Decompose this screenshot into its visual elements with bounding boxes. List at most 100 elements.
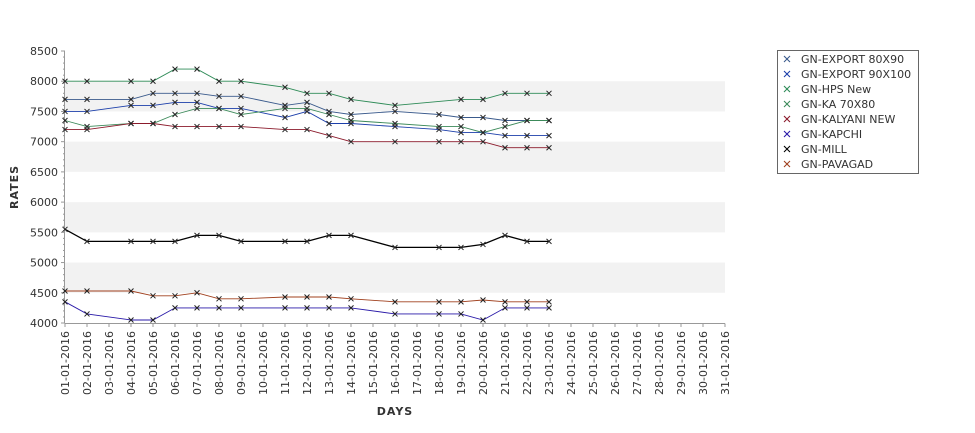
data-point [282,238,288,245]
data-point [194,123,200,130]
data-point [304,126,310,133]
data-point [502,144,508,151]
data-point [326,111,332,118]
data-point [436,138,442,145]
data-point [480,129,486,136]
data-point [502,298,508,305]
data-point [502,305,508,311]
data-point [392,311,398,317]
data-point [172,66,178,72]
data-point [546,132,552,139]
data-point [348,138,354,145]
x-tick-label: 14-01-2016 [345,331,358,395]
y-tick-label: 5500 [30,226,58,239]
grid-band [65,81,725,112]
data-point [62,96,68,103]
data-point [502,232,508,239]
data-point [238,93,244,100]
legend-label: GN-KA 70X80 [801,98,875,111]
data-point [480,96,486,103]
y-tick-label: 7500 [30,105,58,118]
data-point [172,90,178,97]
series-line [65,68,549,106]
data-point [84,96,90,103]
data-point [172,305,178,311]
data-point [480,114,486,121]
x-tick-label: 23-01-2016 [543,331,556,395]
y-tick-label: 4500 [30,287,58,300]
x-tick-label: 21-01-2016 [499,331,512,395]
data-point [458,298,464,305]
data-point [436,298,442,305]
data-point [128,288,134,294]
legend-item: GN-EXPORT 80X90 [783,53,904,66]
grid-band [65,262,725,293]
data-point [128,317,134,323]
data-point [282,294,288,300]
data-point [348,117,354,124]
data-point [304,294,310,300]
data-point [304,238,310,245]
data-point [436,244,442,251]
data-point [326,294,332,300]
data-point [84,126,90,133]
data-point [194,90,200,97]
data-point [546,117,552,124]
data-point [282,126,288,133]
x-tick-label: 03-01-2016 [103,331,116,395]
x-tick-label: 25-01-2016 [587,331,600,395]
data-point [194,105,200,112]
data-point [326,90,332,97]
legend-item: GN-PAVAGAD [783,158,873,171]
legend-label: GN-MILL [801,143,848,156]
x-tick-label: 07-01-2016 [191,331,204,395]
data-point [480,138,486,145]
data-point [128,96,134,103]
data-point [348,305,354,311]
data-point [172,99,178,106]
x-tick-label: 28-01-2016 [653,331,666,395]
data-point [150,120,156,127]
x-tick-label: 02-01-2016 [81,331,94,395]
data-point [348,295,354,302]
data-point [84,311,90,317]
data-point [216,93,222,100]
x-tick-label: 31-01-2016 [719,331,732,395]
legend-label: GN-EXPORT 80X90 [801,53,904,66]
data-point [84,108,90,115]
x-tick-label: 15-01-2016 [367,331,380,395]
legend-item: GN-EXPORT 90X100 [783,68,911,81]
x-tick-label: 13-01-2016 [323,331,336,395]
data-point [238,295,244,302]
data-point [458,96,464,103]
x-tick-label: 22-01-2016 [521,331,534,395]
data-point [282,114,288,121]
data-point [326,232,332,239]
x-tick-label: 24-01-2016 [565,331,578,395]
legend-item: GN-MILL [783,143,848,156]
x-axis-title: DAYS [377,405,413,418]
x-tick-label: 20-01-2016 [477,331,490,395]
data-point [480,241,486,248]
data-point [436,111,442,118]
legend-item: GN-KALYANI NEW [783,113,895,126]
data-point [150,292,156,299]
x-tick-label: 10-01-2016 [257,331,270,395]
data-point [546,90,552,97]
data-point [62,298,68,305]
data-point [150,317,156,323]
data-point [524,144,530,151]
data-point [194,289,200,296]
y-tick-label: 8500 [30,45,58,58]
data-point [84,288,90,294]
y-axis-title: RATES [8,165,21,209]
data-point [524,238,530,245]
data-point [348,111,354,118]
data-point [128,238,134,245]
x-tick-label: 30-01-2016 [697,331,710,395]
x-tick-label: 01-01-2016 [59,331,72,395]
data-point [216,78,222,85]
data-point [150,102,156,109]
data-point [216,232,222,239]
